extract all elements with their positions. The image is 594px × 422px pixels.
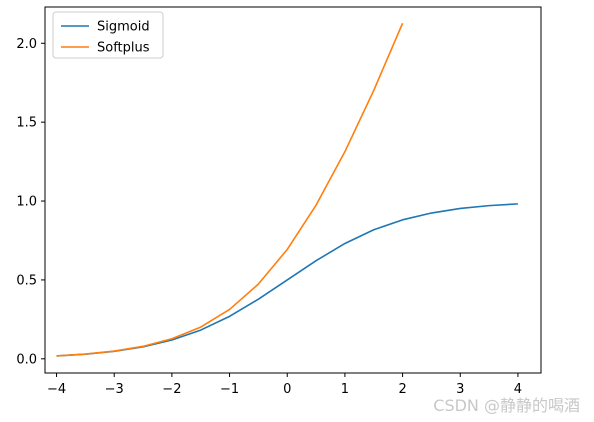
x-tick-label: 3 [456, 382, 464, 397]
legend-label-sigmoid: Sigmoid [97, 20, 150, 35]
y-tick-label: 1.0 [16, 195, 37, 210]
y-tick-label: 2.0 [16, 37, 37, 52]
y-axis-ticks: 0.0 0.5 1.0 1.5 2.0 [16, 37, 45, 367]
x-tick-label: 4 [514, 382, 522, 397]
legend: Sigmoid Softplus [52, 11, 164, 59]
y-tick-label: 1.5 [16, 116, 37, 131]
x-tick-label: −4 [47, 382, 66, 397]
x-axis-ticks: −4 −3 −2 −1 0 1 2 3 4 [47, 373, 522, 397]
y-tick-label: 0.0 [16, 352, 37, 367]
x-tick-label: 2 [398, 382, 406, 397]
legend-label-softplus: Softplus [97, 41, 150, 56]
x-tick-label: −1 [220, 382, 239, 397]
series-line-sigmoid [56, 203, 518, 357]
x-tick-label: 0 [283, 382, 291, 397]
plot-frame [44, 6, 542, 374]
y-tick-label: 0.5 [16, 273, 37, 288]
series-line-softplus [56, 22, 404, 357]
x-tick-label: −3 [105, 382, 124, 397]
watermark: CSDN @静静的喝酒 [433, 396, 580, 415]
series-lines [56, 22, 518, 357]
x-tick-label: 1 [341, 382, 349, 397]
x-tick-label: −2 [162, 382, 181, 397]
